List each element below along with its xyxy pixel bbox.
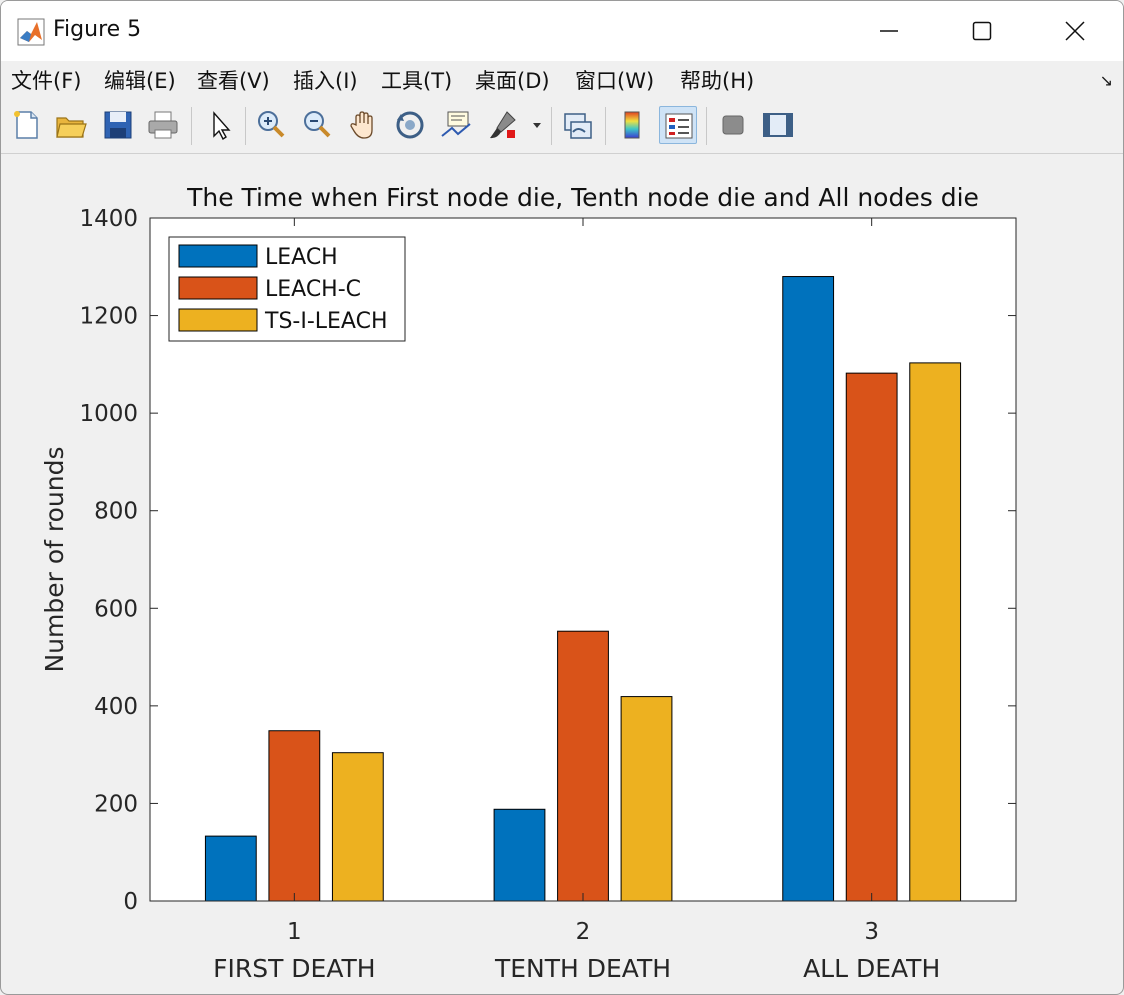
edit-plot-button[interactable] [201,106,239,144]
new-figure-button[interactable] [7,106,45,144]
close-icon [1065,21,1085,41]
rotate-3d-icon [396,111,424,139]
zoom-out-button[interactable] [298,106,336,144]
new-figure-icon [14,111,38,139]
save-icon [104,111,132,139]
minimize-icon [880,30,898,32]
x-category-label: TENTH DEATH [494,954,671,983]
y-tick-label: 200 [94,791,138,817]
print-icon [148,111,178,139]
x-tick-label: 1 [287,919,302,945]
minimize-button[interactable] [843,1,935,61]
x-category-label: ALL DEATH [803,954,940,983]
bar-leach-c-3 [845,372,898,902]
zoom-out-icon [304,111,331,138]
maximize-icon [972,21,992,41]
brush-button[interactable] [485,106,523,144]
colorbar-button[interactable] [613,106,651,144]
toolbar-separator [706,107,707,145]
bar-ts-i-leach-2 [620,696,673,902]
menu-view[interactable]: 查看(V) [197,69,270,93]
rotate-3d-button[interactable] [391,106,429,144]
legend-button[interactable] [659,106,697,144]
save-button[interactable] [99,106,137,144]
window-title: Figure 5 [53,17,142,42]
axes-frame [149,217,1017,902]
dock-figure-icon[interactable]: ↘ [1099,71,1113,90]
legend-label: LEACH [265,245,338,270]
figure-toolbar [1,99,1123,154]
data-cursor-icon [441,111,471,137]
bar-leach-c-1 [268,730,321,902]
colorbar-icon [624,111,640,139]
legend-icon [665,113,693,139]
bar-leach-c-2 [557,630,609,902]
bar-ts-i-leach-3 [909,362,962,902]
menu-desktop[interactable]: 桌面(D) [475,69,550,93]
menu-bar: 文件(F) 编辑(E) 查看(V) 插入(I) 工具(T) 桌面(D) 窗口(W… [1,61,1123,99]
plot-area: The Time when First node die, Tenth node… [1,154,1124,995]
matlab-logo-icon [17,18,45,46]
chevron-down-icon [533,123,541,128]
menu-tools[interactable]: 工具(T) [381,69,453,93]
toolbar-separator [245,107,246,145]
brush-dropdown-button[interactable] [529,106,545,144]
chart-title: The Time when First node die, Tenth node… [186,183,979,212]
x-tick-label: 3 [864,919,879,945]
y-tick-label: 0 [123,889,138,915]
bar-leach-1 [204,835,257,902]
link-plot-button[interactable] [559,106,597,144]
edit-plot-icon [213,111,231,141]
hide-plot-tools-button[interactable] [714,106,752,144]
show-plot-tools-button[interactable] [759,106,797,144]
menu-edit[interactable]: 编辑(E) [104,69,176,93]
bar-chart[interactable]: The Time when First node die, Tenth node… [1,154,1124,995]
link-plot-icon [564,113,592,139]
y-tick-label: 400 [94,694,138,720]
legend-swatch [178,308,258,332]
legend-swatch [178,244,258,268]
toolbar-separator [605,107,606,145]
y-tick-label: 600 [94,596,138,622]
bar-ts-i-leach-1 [331,752,384,902]
show-plot-tools-icon [763,113,793,137]
y-tick-label: 1000 [79,401,138,427]
title-bar: Figure 5 [1,1,1123,61]
zoom-in-icon [258,111,285,138]
brush-icon [490,111,516,139]
toolbar-separator [191,107,192,145]
menu-insert[interactable]: 插入(I) [293,69,358,93]
zoom-in-button[interactable] [252,106,290,144]
maximize-button[interactable] [936,1,1028,61]
y-axis-label: Number of rounds [40,446,69,672]
pan-icon [350,111,373,139]
legend-label: TS-I-LEACH [264,309,388,334]
bar-leach-2 [493,808,546,902]
x-tick-label: 2 [576,919,591,945]
menu-help[interactable]: 帮助(H) [680,69,755,93]
menu-file[interactable]: 文件(F) [11,69,82,93]
legend-swatch [178,276,258,300]
open-file-icon [56,117,87,138]
data-cursor-button[interactable] [438,106,476,144]
x-category-label: FIRST DEATH [213,954,376,983]
y-tick-label: 1200 [79,304,138,330]
bar-leach-3 [782,276,835,902]
y-tick-label: 800 [94,499,138,525]
legend-label: LEACH-C [265,277,361,302]
y-tick-label: 1400 [79,206,138,232]
pan-button[interactable] [345,106,383,144]
toolbar-separator [551,107,552,145]
menu-window[interactable]: 窗口(W) [575,69,655,93]
print-button[interactable] [144,106,182,144]
open-file-button[interactable] [52,106,90,144]
hide-plot-tools-icon [722,115,744,135]
close-button[interactable] [1029,1,1121,61]
